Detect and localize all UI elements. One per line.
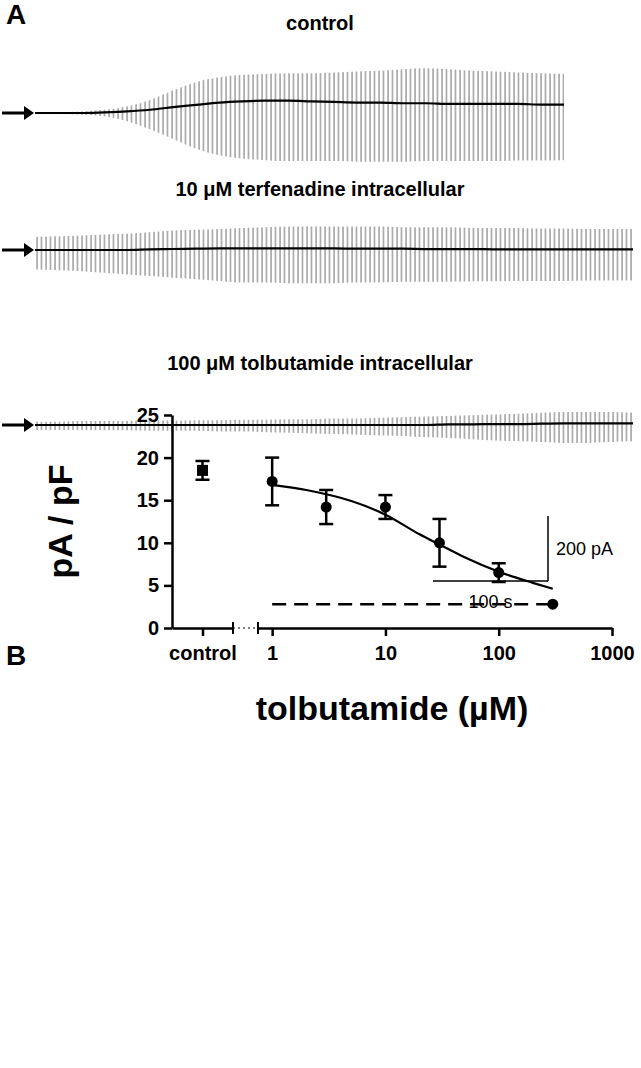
tick-mark	[164, 457, 172, 460]
error-cap	[319, 523, 333, 526]
holding-current	[35, 101, 564, 113]
tick: 10	[375, 628, 397, 664]
scale-bar-label: 100 s	[468, 592, 512, 612]
error-bar	[265, 458, 279, 506]
error-bar	[196, 461, 210, 480]
circle-marker	[321, 502, 332, 513]
scale-bar-label: 200 pA	[556, 539, 613, 559]
error-cap	[196, 479, 210, 482]
tick: 1	[267, 628, 278, 664]
current-envelope	[35, 68, 564, 162]
trace-plot	[35, 412, 633, 443]
tick-label: 0	[148, 617, 159, 639]
axis-line	[259, 627, 613, 630]
tick-mark	[164, 627, 172, 630]
zero-arrow	[2, 418, 34, 432]
tick-label: 15	[137, 489, 159, 511]
tick-label: 25	[137, 404, 159, 426]
x-axis-title: tolbutamide (µM)	[256, 689, 529, 727]
holding-current	[35, 248, 633, 250]
error-cap	[319, 489, 333, 492]
tick: 0	[148, 617, 172, 639]
tick-label: 10	[375, 642, 397, 664]
tick: 15	[137, 489, 172, 511]
tick-label: 1	[267, 642, 278, 664]
tick-mark	[164, 542, 172, 545]
error-cap	[432, 565, 446, 568]
arrow-head	[24, 106, 34, 120]
panel-label: B	[6, 640, 26, 671]
arrow-shaft	[2, 249, 26, 252]
trace-plot	[35, 227, 633, 284]
trace-title: 100 μM tolbutamide intracellular	[167, 352, 473, 374]
trace-plot	[35, 68, 564, 162]
circle-marker	[547, 599, 558, 610]
holding-current	[35, 423, 633, 425]
tick: control	[169, 628, 237, 664]
tick-label: 5	[148, 574, 159, 596]
background	[0, 0, 641, 1068]
break-dotted	[233, 627, 258, 628]
figure: Acontrol 10 μM terfenadine intracellular 1…	[0, 0, 641, 1068]
arrow-head	[24, 243, 34, 257]
trace-title: 10 μM terfenadine intracellular	[176, 178, 465, 200]
zero-arrow	[2, 106, 34, 120]
fit-curve	[272, 485, 553, 589]
tick-mark	[164, 414, 172, 417]
arrow-shaft	[2, 424, 26, 427]
y-axis-title: pA / pF	[41, 465, 79, 579]
arrow-shaft	[2, 112, 26, 115]
tick: 1000	[590, 628, 635, 664]
tick-label: 10	[137, 532, 159, 554]
x-axis: 1 10 100 1000	[259, 628, 635, 664]
tick-label: 100	[483, 642, 516, 664]
scale-bar-current	[547, 516, 549, 581]
axis-break	[233, 622, 258, 634]
tick: 20	[137, 447, 172, 469]
break-mark	[232, 622, 234, 634]
tick-mark	[271, 628, 274, 636]
tick-label: 20	[137, 447, 159, 469]
scale-bar-time	[433, 580, 548, 582]
error-cap	[378, 494, 392, 497]
error-cap	[196, 460, 210, 463]
tick: 25	[137, 404, 172, 426]
error-cap	[265, 456, 279, 459]
trace-title: control	[286, 12, 354, 34]
y-axis: 0 5 10 15 20 25	[137, 404, 173, 639]
tick-mark	[164, 585, 172, 588]
x-axis-category: control	[169, 628, 237, 664]
zero-arrow	[2, 243, 34, 257]
error-cap	[432, 518, 446, 521]
panel-label: A	[6, 0, 26, 30]
tick: 10	[137, 532, 172, 554]
tick-mark	[385, 628, 388, 636]
current-envelope	[35, 227, 633, 284]
axis-line	[171, 416, 174, 629]
tick-mark	[164, 499, 172, 502]
tick-label: control	[169, 642, 237, 664]
error-cap	[492, 562, 506, 565]
current-envelope	[35, 412, 633, 443]
square-marker	[197, 465, 208, 476]
tick: 100	[483, 628, 516, 664]
scale-bar: 200 pA 100 s	[433, 516, 613, 612]
arrow-head	[24, 418, 34, 432]
plot-area	[196, 458, 559, 610]
tick-label: 1000	[590, 642, 635, 664]
circle-marker	[380, 502, 391, 513]
tick-mark	[498, 628, 501, 636]
tick-mark	[611, 628, 614, 636]
tick-mark	[202, 628, 205, 636]
tick: 5	[148, 574, 172, 596]
error-cap	[265, 504, 279, 507]
